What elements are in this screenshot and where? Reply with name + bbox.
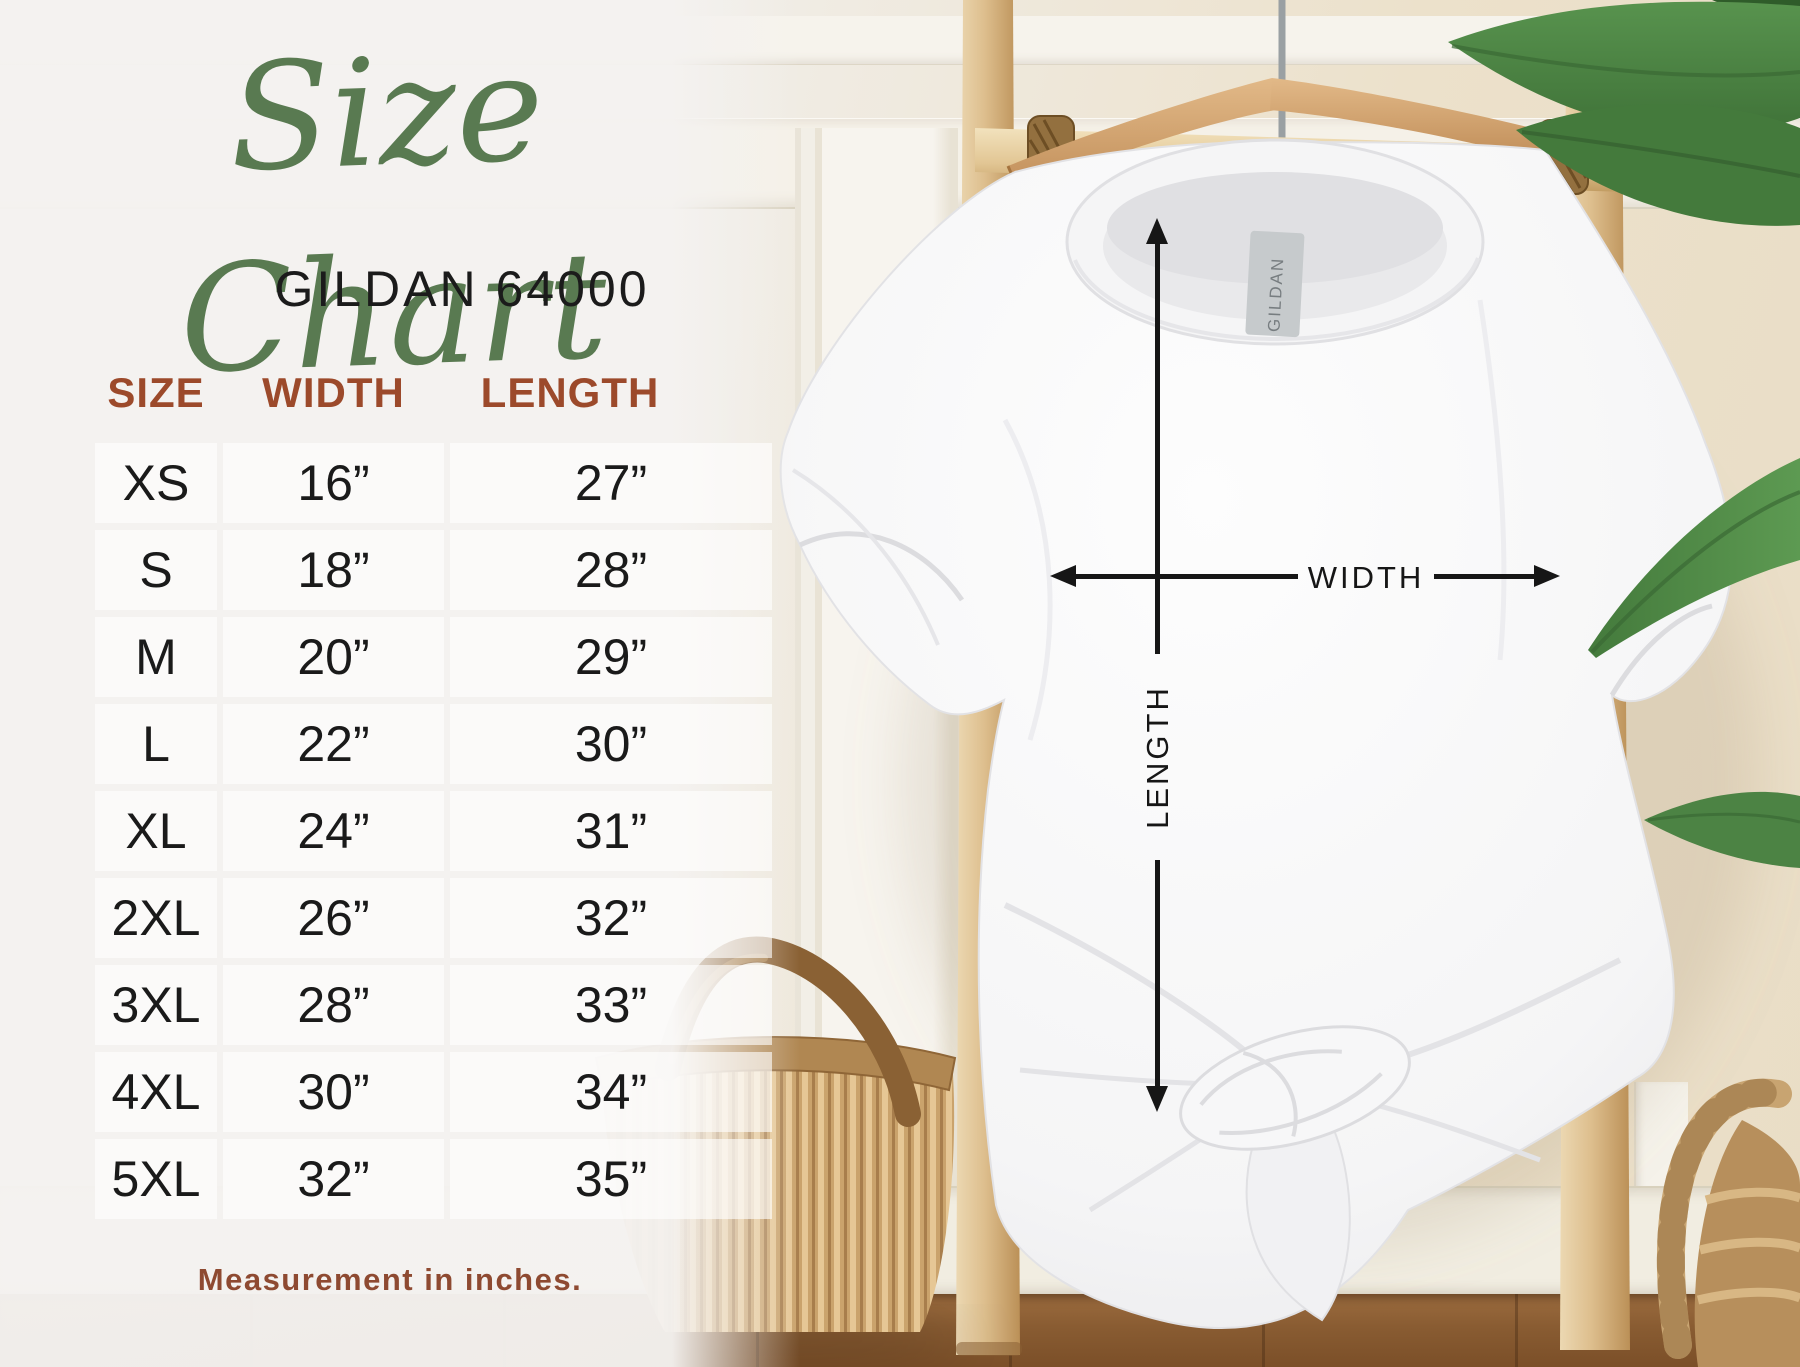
column-header-width: WIDTH — [262, 369, 405, 416]
shirt-knot — [1179, 1025, 1411, 1322]
page-title: Size Chart — [177, 21, 610, 407]
width-label: WIDTH — [1307, 560, 1425, 595]
plant-leaves — [1448, 0, 1800, 868]
size-cell: M — [95, 617, 217, 697]
arrow-down-icon — [1146, 1086, 1168, 1112]
width-cell: 18” — [223, 530, 444, 610]
length-label: LENGTH — [1140, 685, 1175, 829]
size-cell: XS — [95, 443, 217, 523]
basket-handle-braid — [1657, 1078, 1792, 1359]
hanger-right-arm — [1270, 78, 1548, 160]
size-cell: 4XL — [95, 1052, 217, 1132]
measurement-note: Measurement in inches. — [197, 1262, 583, 1297]
neck-tag-text: GILDAN — [1264, 256, 1287, 332]
left-cuff-fold — [798, 531, 965, 602]
length-cell: 33” — [450, 965, 772, 1045]
tshirt: GILDAN — [779, 138, 1733, 1330]
size-table: XS 16” 27” S 18” 28” M 20” 29” L 22” 30”… — [95, 443, 772, 1219]
width-cell: 16” — [223, 443, 444, 523]
size-cell: 2XL — [95, 878, 217, 958]
width-line-left — [1070, 574, 1298, 579]
leaf — [1448, 1, 1800, 135]
width-cell: 24” — [223, 791, 444, 871]
arrow-right-icon — [1534, 565, 1560, 587]
leaf-vein — [1647, 812, 1800, 824]
length-cell: 32” — [450, 878, 772, 958]
length-cell: 35” — [450, 1139, 772, 1219]
leg-foot — [956, 1342, 1022, 1356]
column-header-length: LENGTH — [480, 369, 660, 416]
length-line-bottom — [1155, 860, 1160, 1088]
width-cell: 32” — [223, 1139, 444, 1219]
width-cell: 20” — [223, 617, 444, 697]
right-cuff-fold — [1609, 603, 1713, 697]
width-cell: 28” — [223, 965, 444, 1045]
size-cell: 3XL — [95, 965, 217, 1045]
leaf-vein — [1451, 44, 1800, 78]
size-cell: S — [95, 530, 217, 610]
column-header-size: SIZE — [107, 369, 205, 416]
length-cell: 31” — [450, 791, 772, 871]
width-cell: 26” — [223, 878, 444, 958]
leaf — [1644, 791, 1800, 868]
fold-line — [1477, 299, 1507, 661]
arrow-left-icon — [1050, 565, 1076, 587]
neck-tag: GILDAN — [1245, 230, 1305, 338]
size-cell: XL — [95, 791, 217, 871]
length-cell: 28” — [450, 530, 772, 610]
length-line-top — [1155, 240, 1160, 654]
size-cell: L — [95, 704, 217, 784]
width-line-right — [1434, 574, 1534, 579]
basket-weave — [1696, 1187, 1800, 1305]
length-cell: 29” — [450, 617, 772, 697]
leaf-vein — [1590, 490, 1800, 654]
size-cell: 5XL — [95, 1139, 217, 1219]
length-cell: 34” — [450, 1052, 772, 1132]
length-cell: 30” — [450, 704, 772, 784]
woven-basket — [1657, 1078, 1800, 1367]
width-cell: 30” — [223, 1052, 444, 1132]
leaf — [1516, 104, 1800, 226]
leaf-vein — [1521, 130, 1800, 178]
width-cell: 22” — [223, 704, 444, 784]
arrow-up-icon — [1146, 218, 1168, 244]
tshirt-body — [779, 140, 1733, 1330]
fold-line — [1002, 418, 1053, 741]
left-panel: Size Chart GILDAN 64000 SIZE WIDTH LENGT… — [0, 0, 800, 1367]
left-cuff-fold — [791, 468, 940, 646]
page-subtitle: GILDAN 64000 — [274, 261, 650, 317]
length-cell: 27” — [450, 443, 772, 523]
